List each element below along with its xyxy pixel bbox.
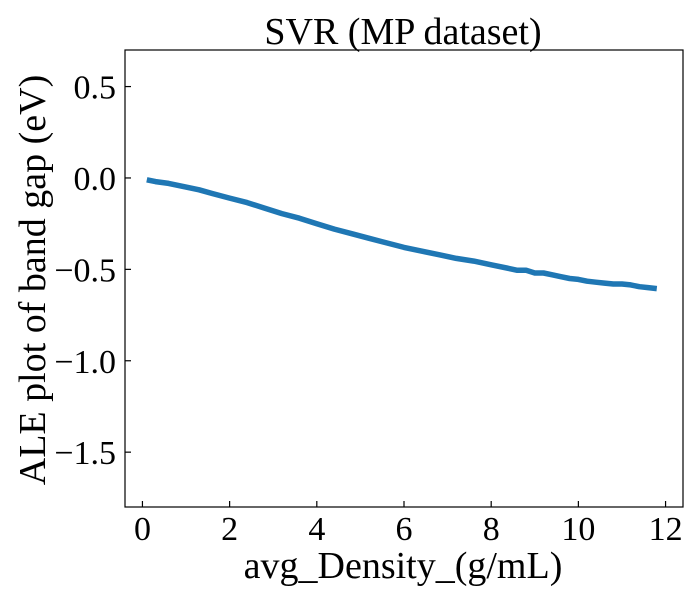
x-tick-label: 12: [649, 511, 683, 548]
x-axis: 0 2 4 6 8 10 12: [134, 501, 683, 548]
y-tick-label: 0.0: [74, 161, 117, 198]
plot-frame: [124, 49, 684, 508]
y-tick-label: 0.5: [74, 70, 117, 107]
y-tick-label: −1.5: [54, 435, 116, 472]
x-tick-label: 0: [134, 511, 151, 548]
x-tick-label: 8: [483, 511, 500, 548]
y-axis-label: ALE plot of band gap (eV): [12, 75, 54, 486]
x-tick-label: 10: [561, 511, 595, 548]
x-tick-label: 2: [221, 511, 238, 548]
x-tick-label: 4: [308, 511, 325, 548]
x-axis-label: avg_Density_(g/mL): [244, 545, 563, 587]
series-line: [146, 177, 658, 292]
chart-title: SVR (MP dataset): [264, 11, 541, 53]
x-tick-label: 6: [396, 511, 413, 548]
y-tick-label: −1.0: [54, 344, 116, 381]
series-layer: [146, 177, 658, 292]
y-tick-label: −0.5: [54, 252, 116, 289]
y-axis: 0.5 0.0 −0.5 −1.0 −1.5: [54, 70, 131, 472]
